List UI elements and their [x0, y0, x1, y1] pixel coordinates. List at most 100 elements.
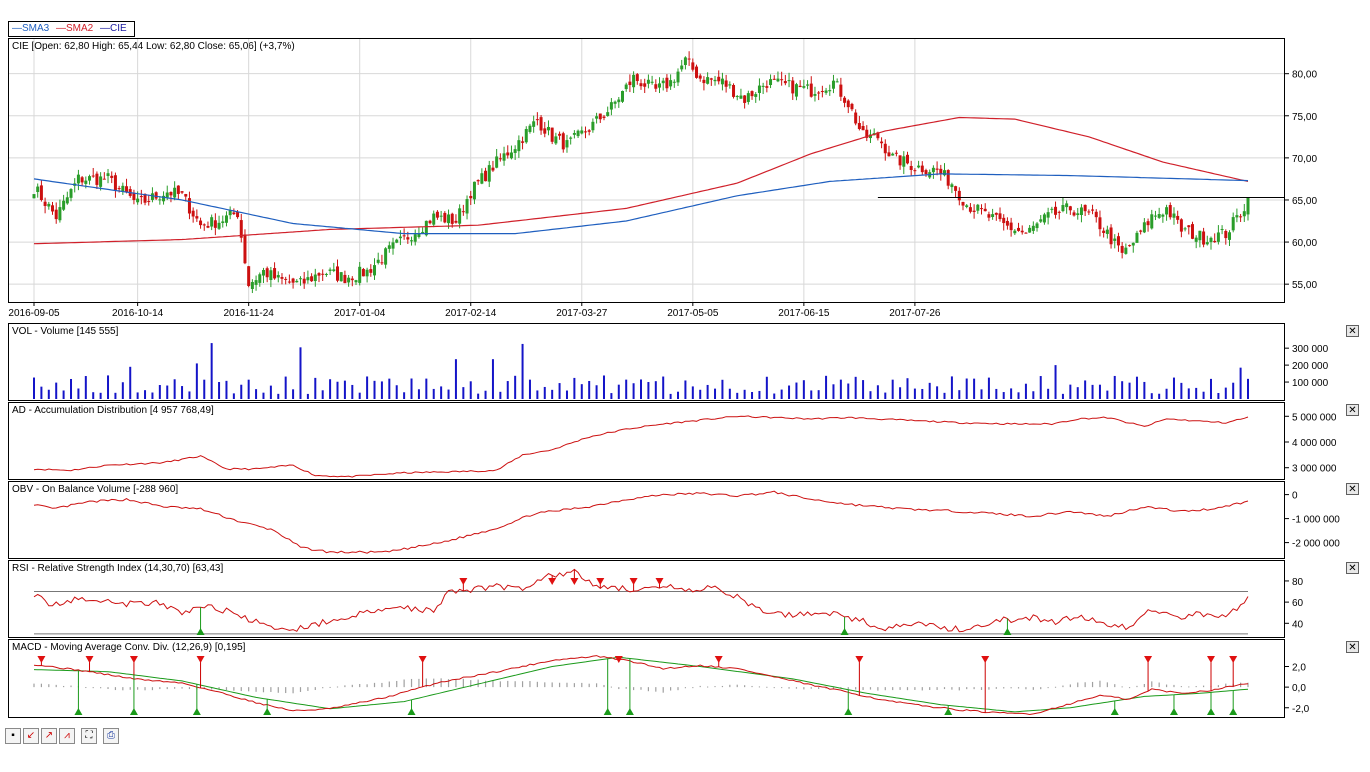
candle-body	[831, 80, 835, 89]
print-icon[interactable]: ⎙	[103, 728, 119, 744]
macd-hist-bar	[351, 684, 353, 688]
candle-body	[546, 126, 550, 131]
candle-body	[395, 239, 399, 243]
macd-hist-bar	[455, 679, 457, 688]
trend-icon[interactable]: ⩘	[59, 728, 75, 744]
candle-body	[809, 83, 813, 97]
price-y-tick-label: 60,00	[1292, 238, 1317, 249]
macd-line	[33, 655, 1249, 716]
macd-histogram	[33, 678, 1249, 694]
candle-body	[110, 175, 114, 178]
macd-hist-bar	[988, 687, 990, 690]
candle-body	[935, 168, 939, 170]
volume-bar	[699, 389, 702, 399]
candle-body	[1124, 247, 1128, 254]
macd-buy-marker	[625, 708, 634, 715]
macd-hist-bar	[107, 687, 109, 689]
ad-panel[interactable]: AD - Accumulation Distribution [4 957 76…	[8, 402, 1285, 480]
volume-bar	[277, 393, 280, 399]
macd-hist-bar	[758, 686, 761, 688]
candle-body	[1128, 245, 1132, 247]
candle-body	[1172, 213, 1176, 218]
volume-bar	[906, 378, 909, 399]
macd-hist-bar	[1054, 686, 1057, 688]
macd-hist-bar	[159, 687, 161, 690]
candle-body	[532, 121, 536, 127]
candle-body	[1102, 230, 1106, 233]
price-panel[interactable]: CIE [Open: 62,80 High: 65,44 Low: 62,80 …	[8, 38, 1285, 303]
macd-hist-bar	[914, 687, 916, 690]
candle-body	[1216, 232, 1220, 242]
close-ad-panel-button[interactable]: ✕	[1346, 404, 1359, 416]
volume-bar	[232, 393, 235, 399]
volume-bar	[403, 392, 406, 399]
volume-panel[interactable]: VOL - Volume [145 555]	[8, 323, 1285, 401]
candle-body	[665, 77, 669, 89]
candle-body	[99, 176, 103, 187]
candle-body	[776, 78, 780, 82]
candle-body	[806, 84, 810, 86]
volume-bar	[736, 392, 739, 399]
candle-body	[1135, 232, 1139, 243]
close-macd-panel-button[interactable]: ✕	[1346, 641, 1359, 653]
candle-body	[1146, 221, 1150, 226]
macd-hist-bar	[1195, 686, 1197, 688]
macd-hist-bar	[795, 687, 798, 689]
macd-sell-marker	[129, 656, 138, 663]
close-volume-panel-button[interactable]: ✕	[1346, 325, 1359, 337]
volume-bar	[1002, 392, 1005, 399]
candle-body	[691, 62, 695, 70]
candle-body	[620, 90, 624, 102]
macd-panel[interactable]: MACD - Moving Average Conv. Div. (12,26,…	[8, 639, 1285, 718]
volume-bar	[1061, 393, 1064, 399]
candle-body	[191, 210, 195, 217]
candle-body	[1116, 236, 1120, 246]
candle-body	[828, 90, 832, 92]
volume-bar	[936, 386, 939, 399]
close-obv-panel-button[interactable]: ✕	[1346, 483, 1359, 495]
price-panel-title: CIE [Open: 62,80 High: 65,44 Low: 62,80 …	[12, 41, 295, 52]
candle-body	[280, 277, 284, 279]
rsi-buy-marker	[196, 628, 205, 635]
candle-body	[199, 220, 203, 226]
volume-bar	[543, 386, 546, 399]
status-bar	[0, 746, 1370, 772]
candle-body	[883, 143, 887, 154]
candle-body	[117, 188, 121, 190]
macd-signal-line	[33, 656, 1249, 713]
candle-body	[843, 97, 847, 103]
cursor-up-icon[interactable]: ↗	[41, 728, 57, 744]
price-y-tick-label: 55,00	[1292, 280, 1317, 291]
close-rsi-panel-button[interactable]: ✕	[1346, 562, 1359, 574]
candle-body	[987, 214, 991, 218]
volume-bar	[1106, 390, 1109, 399]
volume-bar	[506, 381, 509, 399]
candle-body	[695, 66, 699, 78]
save-icon[interactable]: ▪	[5, 728, 21, 744]
macd-hist-bar	[736, 684, 738, 688]
volume-bar	[839, 379, 842, 399]
candle-body	[787, 80, 791, 82]
candle-body	[147, 201, 151, 203]
macd-hist-bar	[40, 683, 43, 688]
volume-bar	[950, 376, 953, 399]
obv-panel[interactable]: OBV - On Balance Volume [-288 960]	[8, 481, 1285, 559]
zoom-fit-icon[interactable]: ⛶	[81, 728, 97, 744]
candle-body	[1194, 237, 1198, 242]
macd-buy-marker	[944, 708, 953, 715]
sma3-line	[33, 173, 1249, 235]
macd-hist-bar	[440, 678, 442, 688]
macd-hist-bar	[1062, 685, 1064, 688]
rsi-panel[interactable]: RSI - Relative Strength Index (14,30,70)…	[8, 560, 1285, 638]
candle-body	[887, 152, 891, 157]
candle-body	[991, 214, 995, 218]
volume-bar	[47, 389, 50, 399]
candle-body	[750, 91, 754, 97]
volume-bar	[876, 385, 879, 399]
candle-body	[624, 84, 628, 90]
volume-bar	[573, 377, 576, 399]
cursor-down-icon[interactable]: ↙	[23, 728, 39, 744]
macd-hist-bar	[396, 680, 398, 688]
volume-bar	[669, 393, 672, 399]
